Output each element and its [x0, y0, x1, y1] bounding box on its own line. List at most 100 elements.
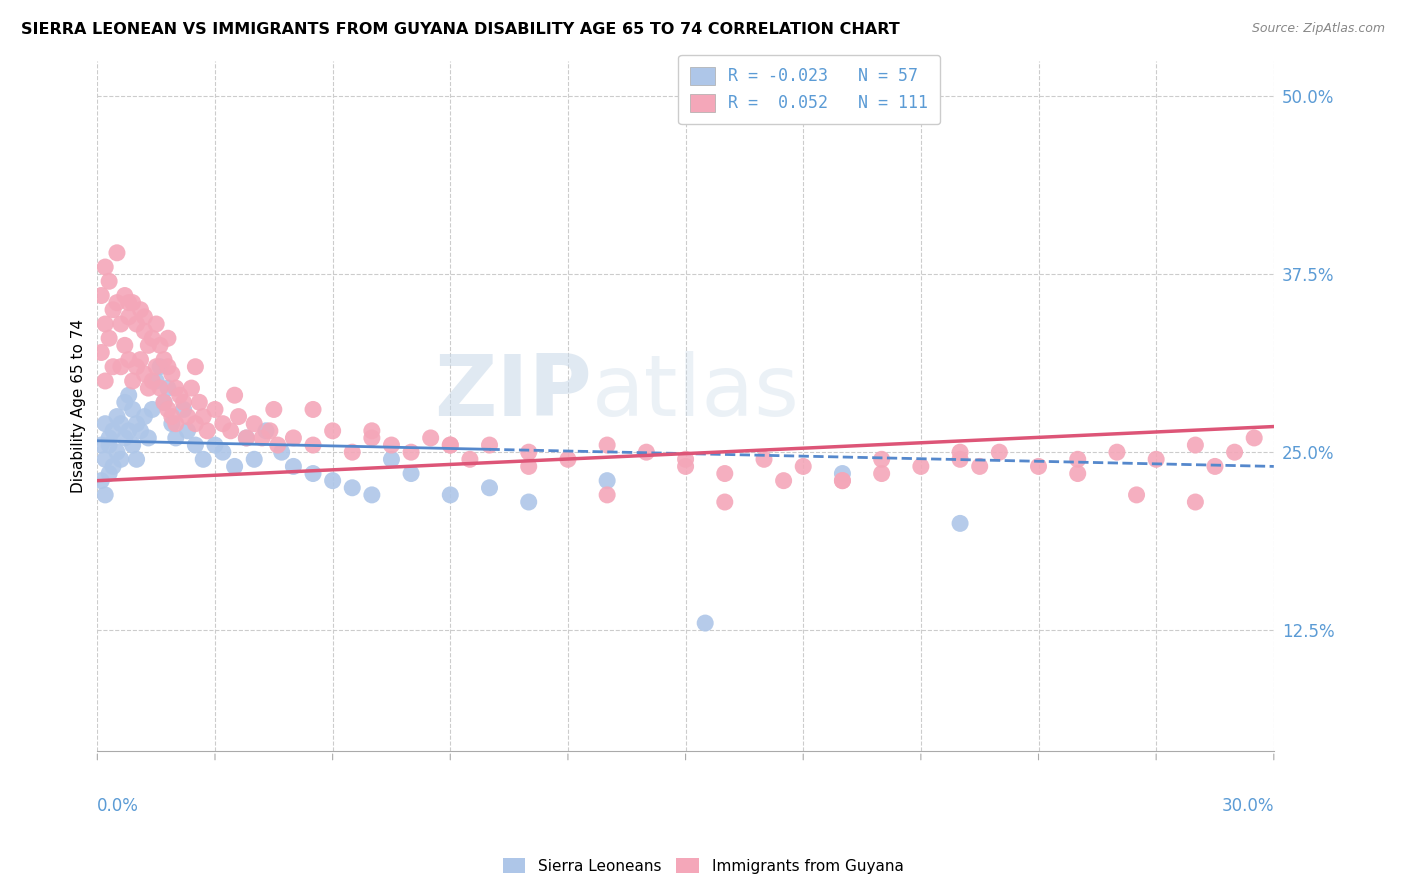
Text: 0.0%: 0.0%	[97, 797, 139, 814]
Point	[675, 452, 697, 467]
Point	[243, 417, 266, 431]
Point	[204, 402, 226, 417]
Point	[98, 274, 121, 288]
Point	[193, 409, 215, 424]
Point	[193, 452, 215, 467]
Point	[243, 452, 266, 467]
Point	[399, 467, 422, 481]
Point	[136, 338, 159, 352]
Point	[176, 409, 198, 424]
Point	[322, 474, 344, 488]
Point	[165, 381, 187, 395]
Point	[228, 409, 250, 424]
Point	[211, 445, 233, 459]
Point	[439, 438, 461, 452]
Point	[211, 417, 233, 431]
Point	[224, 459, 246, 474]
Point	[235, 431, 257, 445]
Point	[831, 467, 853, 481]
Point	[156, 359, 179, 374]
Point	[141, 331, 163, 345]
Point	[1105, 445, 1128, 459]
Point	[969, 459, 991, 474]
Point	[695, 616, 717, 631]
Point	[988, 445, 1011, 459]
Point	[118, 388, 141, 402]
Point	[98, 431, 121, 445]
Point	[1144, 452, 1167, 467]
Point	[118, 310, 141, 324]
Point	[235, 431, 257, 445]
Point	[105, 445, 128, 459]
Point	[419, 431, 441, 445]
Text: ZIP: ZIP	[433, 351, 592, 434]
Point	[910, 459, 932, 474]
Point	[713, 467, 735, 481]
Point	[153, 395, 176, 409]
Point	[94, 317, 117, 331]
Point	[145, 374, 167, 388]
Point	[114, 338, 136, 352]
Point	[283, 431, 305, 445]
Point	[219, 424, 242, 438]
Legend: R = -0.023   N = 57, R =  0.052   N = 111: R = -0.023 N = 57, R = 0.052 N = 111	[678, 55, 941, 124]
Point	[169, 388, 191, 402]
Point	[173, 402, 195, 417]
Point	[478, 438, 501, 452]
Point	[1184, 438, 1206, 452]
Point	[94, 452, 117, 467]
Point	[596, 474, 619, 488]
Point	[141, 402, 163, 417]
Point	[145, 317, 167, 331]
Point	[110, 417, 132, 431]
Point	[94, 488, 117, 502]
Point	[1125, 488, 1147, 502]
Point	[949, 445, 972, 459]
Point	[98, 438, 121, 452]
Point	[380, 438, 402, 452]
Point	[184, 438, 207, 452]
Point	[250, 431, 273, 445]
Point	[302, 467, 325, 481]
Point	[870, 452, 893, 467]
Point	[458, 452, 481, 467]
Point	[1204, 459, 1226, 474]
Point	[125, 317, 148, 331]
Point	[90, 345, 112, 359]
Point	[149, 381, 172, 395]
Point	[156, 331, 179, 345]
Point	[160, 417, 183, 431]
Point	[831, 474, 853, 488]
Point	[134, 324, 156, 338]
Point	[752, 452, 775, 467]
Point	[792, 459, 814, 474]
Point	[114, 431, 136, 445]
Point	[831, 474, 853, 488]
Point	[90, 438, 112, 452]
Point	[176, 424, 198, 438]
Point	[141, 374, 163, 388]
Point	[110, 317, 132, 331]
Point	[160, 367, 183, 381]
Point	[121, 438, 143, 452]
Point	[478, 481, 501, 495]
Point	[596, 488, 619, 502]
Point	[125, 359, 148, 374]
Point	[302, 438, 325, 452]
Point	[156, 402, 179, 417]
Point	[1243, 431, 1265, 445]
Point	[267, 438, 290, 452]
Point	[114, 288, 136, 302]
Point	[360, 431, 382, 445]
Point	[259, 424, 281, 438]
Point	[118, 352, 141, 367]
Point	[90, 474, 112, 488]
Point	[149, 338, 172, 352]
Point	[129, 352, 152, 367]
Point	[636, 445, 658, 459]
Point	[134, 367, 156, 381]
Point	[342, 481, 364, 495]
Point	[121, 402, 143, 417]
Point	[270, 445, 292, 459]
Point	[949, 452, 972, 467]
